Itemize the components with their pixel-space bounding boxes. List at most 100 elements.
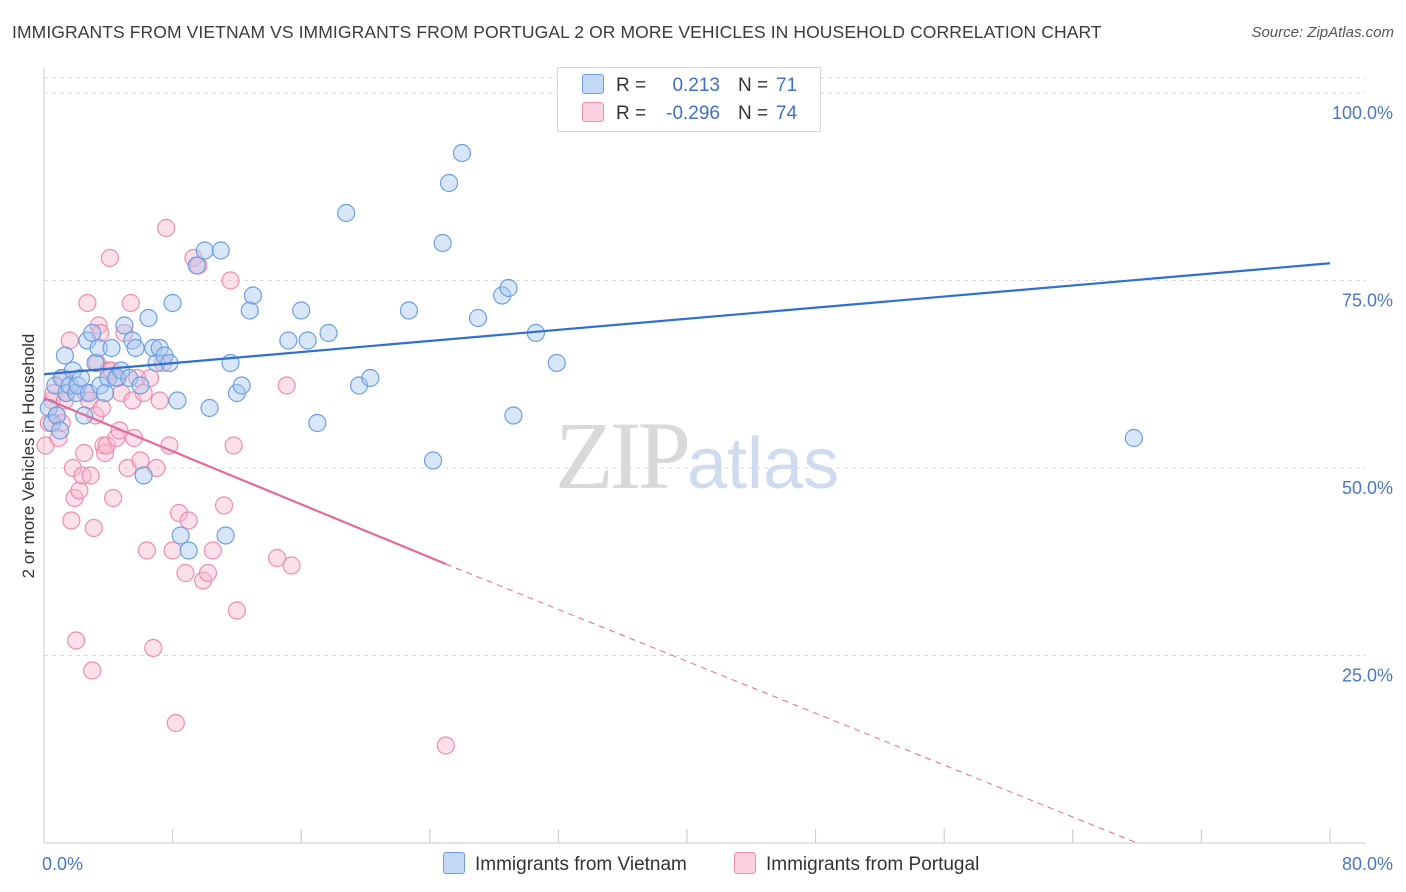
vietnam-point bbox=[468, 308, 488, 328]
vietnam-point bbox=[337, 203, 356, 223]
legend-row-vietnam: R = 0.213 N = 71 bbox=[582, 74, 797, 98]
legend-row-portugal: R = -0.296 N = 74 bbox=[582, 102, 797, 126]
vietnam-point bbox=[163, 293, 182, 313]
correlation-legend: R = 0.213 N = 71 R = -0.296 N = 74 bbox=[557, 67, 821, 132]
vietnam-trend-line bbox=[43, 262, 1331, 376]
portugal-legend-swatch-icon bbox=[734, 852, 756, 874]
portugal-point bbox=[436, 736, 455, 755]
y-tick-label: 25.0% bbox=[1342, 666, 1393, 686]
portugal-point bbox=[137, 541, 156, 560]
chart-source: Source: ZipAtlas.com bbox=[1251, 24, 1394, 41]
portugal-point bbox=[221, 271, 240, 290]
portugal-point bbox=[179, 511, 198, 530]
portugal-point bbox=[224, 436, 243, 455]
vietnam-point bbox=[126, 338, 145, 358]
vietnam-legend-swatch-icon bbox=[443, 852, 465, 874]
vietnam-point bbox=[55, 346, 74, 365]
vietnam-point bbox=[423, 451, 443, 470]
y-tick-label: 50.0% bbox=[1342, 478, 1393, 498]
vietnam-point bbox=[131, 376, 150, 395]
chart-title: IMMIGRANTS FROM VIETNAM VS IMMIGRANTS FR… bbox=[12, 22, 1102, 42]
vietnam-point bbox=[504, 406, 523, 425]
vietnam-point bbox=[399, 301, 419, 320]
portugal-points bbox=[36, 218, 455, 755]
vietnam-point bbox=[71, 368, 91, 388]
x-axis: 0.0% 80.0% bbox=[42, 68, 1393, 874]
bottom-legend-vietnam: Immigrants from Vietnam bbox=[443, 852, 687, 876]
vietnam-point bbox=[187, 256, 206, 275]
portugal-point bbox=[100, 248, 120, 268]
x-tick-label-max: 80.0% bbox=[1342, 854, 1393, 874]
y-tick-labels: 25.0% 50.0% 75.0% 100.0% bbox=[1332, 103, 1393, 686]
vietnam-point bbox=[493, 286, 512, 305]
vietnam-point bbox=[216, 526, 235, 545]
vietnam-point bbox=[547, 353, 566, 373]
vietnam-swatch-icon bbox=[582, 74, 604, 94]
portugal-point bbox=[49, 428, 68, 448]
portugal-point bbox=[214, 496, 234, 515]
portugal-trend-extension bbox=[445, 563, 1138, 844]
vietnam-point bbox=[279, 331, 298, 350]
grid-lines bbox=[44, 77, 1366, 656]
portugal-point bbox=[67, 631, 86, 650]
vietnam-point bbox=[168, 391, 187, 410]
portugal-point bbox=[131, 451, 150, 470]
vietnam-n-value: 71 bbox=[776, 75, 798, 96]
portugal-point bbox=[83, 661, 102, 680]
portugal-point bbox=[89, 316, 108, 335]
vietnam-point bbox=[319, 323, 338, 343]
portugal-point bbox=[227, 601, 246, 620]
vietnam-point bbox=[195, 241, 214, 260]
vietnam-point bbox=[89, 338, 108, 358]
portugal-point bbox=[144, 638, 163, 658]
vietnam-point bbox=[102, 338, 121, 358]
vietnam-point bbox=[1124, 428, 1143, 448]
vietnam-point bbox=[115, 316, 134, 335]
vietnam-point bbox=[240, 301, 259, 320]
portugal-point bbox=[60, 331, 79, 350]
y-tick-label: 75.0% bbox=[1342, 291, 1393, 311]
vietnam-point bbox=[452, 143, 472, 163]
portugal-point bbox=[70, 481, 89, 500]
portugal-swatch-icon bbox=[582, 102, 604, 122]
vietnam-point bbox=[292, 301, 311, 320]
trend-lines bbox=[43, 262, 1331, 844]
vietnam-point bbox=[95, 383, 115, 403]
portugal-point bbox=[104, 488, 123, 508]
portugal-r-value: -0.296 bbox=[666, 103, 720, 124]
vietnam-point bbox=[200, 398, 219, 418]
y-axis-label: 2 or more Vehicles in Household bbox=[19, 334, 38, 579]
portugal-point bbox=[163, 541, 182, 560]
portugal-n-value: 74 bbox=[776, 103, 798, 124]
vietnam-r-value: 0.213 bbox=[672, 75, 720, 96]
vietnam-point bbox=[232, 376, 251, 395]
vietnam-point bbox=[179, 541, 198, 560]
portugal-point bbox=[140, 368, 160, 388]
vietnam-point bbox=[298, 331, 317, 350]
portugal-point bbox=[176, 563, 195, 583]
vietnam-point bbox=[499, 278, 518, 298]
portugal-point bbox=[92, 398, 111, 418]
portugal-point bbox=[95, 443, 115, 463]
portugal-point bbox=[169, 503, 189, 523]
vietnam-point bbox=[439, 173, 459, 193]
portugal-point bbox=[198, 563, 218, 583]
portugal-point bbox=[63, 458, 83, 478]
portugal-point bbox=[75, 443, 94, 463]
portugal-point bbox=[78, 293, 97, 313]
portugal-point bbox=[121, 293, 140, 313]
y-tick-label: 100.0% bbox=[1332, 103, 1393, 123]
portugal-point bbox=[97, 436, 116, 455]
vietnam-point bbox=[83, 323, 102, 343]
vietnam-point bbox=[47, 406, 66, 425]
portugal-point bbox=[166, 713, 185, 733]
portugal-point bbox=[157, 218, 176, 238]
vietnam-point bbox=[86, 353, 105, 373]
vietnam-point bbox=[308, 413, 327, 433]
vietnam-point bbox=[243, 286, 263, 305]
portugal-point bbox=[81, 466, 100, 485]
portugal-point bbox=[150, 391, 169, 410]
portugal-point bbox=[282, 556, 301, 575]
portugal-point bbox=[203, 541, 222, 560]
